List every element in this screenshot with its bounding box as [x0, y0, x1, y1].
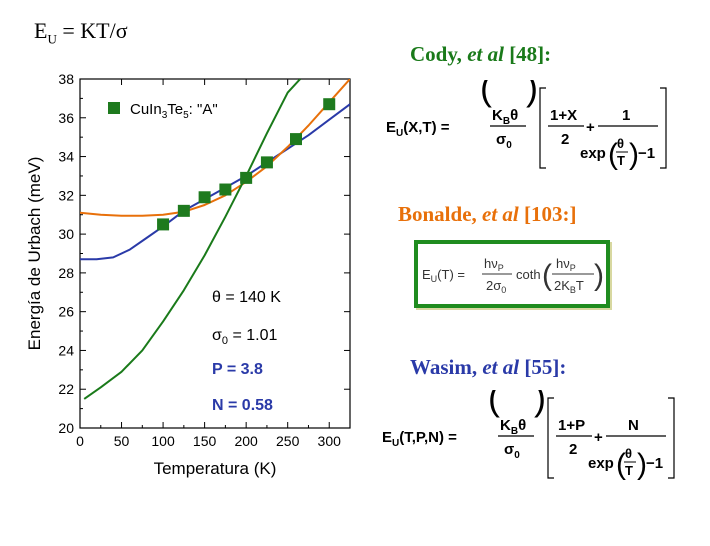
svg-text:KBθ: KBθ — [492, 107, 518, 127]
urbach-energy-chart: 0 50 100 150 200 250 300 20 22 24 26 28 30 32 34 36 38 Te… — [25, 71, 351, 478]
svg-text:2σ0: 2σ0 — [486, 278, 506, 295]
svg-text:θ: θ — [617, 136, 624, 151]
svg-text:exp: exp — [588, 455, 614, 472]
svg-text:σ0: σ0 — [496, 131, 512, 151]
y-tick-label: 34 — [58, 149, 74, 165]
svg-text:EU(T,P,N) =: EU(T,P,N) = — [382, 429, 457, 449]
svg-text:): ) — [526, 80, 538, 108]
annotation-p: P = 3.8 — [212, 361, 263, 378]
data-point — [198, 191, 211, 204]
x-tick-label: 100 — [151, 433, 175, 449]
wasim-reference-title: Wasim, et al [55]: — [410, 355, 567, 379]
svg-text:(: ( — [542, 259, 552, 292]
bonalde-formula-box: EU(T) = hνP 2σ0 coth ( hνP 2KBT ) — [414, 240, 610, 308]
y-tick-label: 38 — [58, 71, 74, 87]
svg-text:+: + — [594, 429, 603, 446]
y-tick-label: 26 — [58, 304, 74, 320]
y-tick-label: 22 — [58, 381, 74, 397]
x-tick-label: 150 — [193, 433, 217, 449]
svg-text:(: ( — [616, 448, 626, 481]
annotation-theta: θ = 140 K — [212, 289, 281, 306]
legend-marker — [108, 102, 120, 114]
data-point — [260, 156, 273, 169]
data-point — [290, 133, 302, 146]
data-point — [323, 98, 336, 111]
annotation-sigma: σ0 = 1.01 — [212, 327, 277, 347]
x-tick-label: 250 — [276, 433, 300, 449]
svg-text:EU(T) =: EU(T) = — [422, 267, 465, 284]
svg-text:hνP: hνP — [556, 256, 576, 273]
y-tick-label: 24 — [58, 342, 74, 358]
data-point — [157, 218, 170, 231]
svg-text:−1: −1 — [638, 145, 655, 162]
svg-text:2: 2 — [569, 441, 577, 458]
annotation-n: N = 0.58 — [212, 397, 273, 414]
y-tick-label: 30 — [58, 226, 74, 242]
svg-text:σ0: σ0 — [504, 441, 520, 461]
fit-curve-2 — [83, 79, 301, 400]
y-tick-label: 36 — [58, 110, 74, 126]
main-title: EU = KT/σ — [34, 18, 128, 47]
cody-reference-title: Cody, et al [48]: — [410, 42, 552, 66]
data-point — [219, 183, 232, 196]
svg-text:T: T — [617, 153, 625, 168]
data-point — [177, 204, 190, 217]
y-tick-label: 20 — [58, 420, 74, 436]
x-tick-label: 50 — [114, 433, 130, 449]
svg-text:): ) — [534, 390, 546, 418]
svg-text:hνP: hνP — [484, 256, 504, 273]
svg-text:θ: θ — [625, 446, 632, 461]
y-tick-label: 28 — [58, 265, 74, 281]
svg-text:1: 1 — [622, 107, 630, 124]
wasim-formula: EU(T,P,N) = ( KBθ σ0 ) 1+P 2 + N exp ( θ… — [382, 390, 675, 481]
x-tick-label: 200 — [234, 433, 258, 449]
fit-curves — [80, 79, 350, 400]
cody-formula: EU(X,T) = ( KBθ σ0 ) 1+X 2 + 1 exp ( θ T… — [386, 80, 667, 171]
svg-text:(: ( — [488, 390, 500, 418]
legend-label: CuIn3Te5: "A" — [130, 101, 218, 121]
bonalde-formula: EU(T) = hνP 2σ0 coth ( hνP 2KBT ) — [422, 256, 604, 295]
svg-text:+: + — [586, 119, 595, 136]
bonalde-reference-title: Bonalde, et al [103:] — [398, 202, 577, 226]
svg-text:): ) — [594, 259, 604, 292]
x-tick-label: 300 — [318, 433, 342, 449]
svg-text:EU(X,T) =: EU(X,T) = — [386, 119, 450, 139]
svg-text:exp: exp — [580, 145, 606, 162]
svg-text:1+X: 1+X — [550, 107, 577, 124]
svg-text:2: 2 — [561, 131, 569, 148]
svg-text:): ) — [629, 138, 639, 171]
y-axis-label: Energía de Urbach (meV) — [25, 157, 44, 351]
y-tick-label: 32 — [58, 187, 74, 203]
x-tick-label: 0 — [76, 433, 84, 449]
data-point — [240, 171, 253, 184]
svg-text:(: ( — [480, 80, 492, 108]
svg-text:N: N — [628, 417, 639, 434]
svg-text:2KBT: 2KBT — [554, 278, 584, 295]
svg-text:coth: coth — [516, 267, 541, 282]
svg-text:(: ( — [608, 138, 618, 171]
svg-text:−1: −1 — [646, 455, 663, 472]
x-axis-label: Temperatura (K) — [154, 459, 277, 478]
fit-curve-1 — [80, 79, 350, 217]
svg-text:KBθ: KBθ — [500, 417, 526, 437]
svg-text:1+P: 1+P — [558, 417, 585, 434]
svg-text:): ) — [637, 448, 647, 481]
svg-text:T: T — [625, 463, 633, 478]
